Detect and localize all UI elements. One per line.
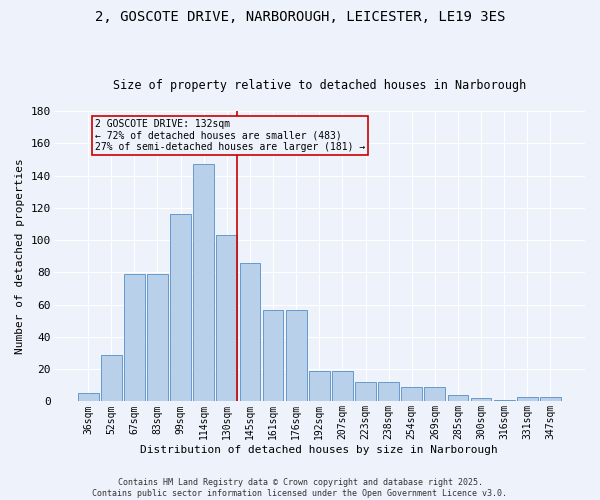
Bar (217, 236, 237, 402)
Bar (332, 371, 353, 402)
Bar (517, 396, 538, 402)
Bar (147, 274, 168, 402)
Bar (286, 310, 307, 402)
Bar (540, 396, 561, 402)
Title: Size of property relative to detached houses in Narborough: Size of property relative to detached ho… (113, 79, 526, 92)
Bar (470, 398, 491, 402)
Bar (78, 394, 98, 402)
Bar (101, 354, 122, 402)
Bar (424, 387, 445, 402)
Bar (193, 164, 214, 402)
Bar (124, 274, 145, 402)
Text: 2, GOSCOTE DRIVE, NARBOROUGH, LEICESTER, LE19 3ES: 2, GOSCOTE DRIVE, NARBOROUGH, LEICESTER,… (95, 10, 505, 24)
Bar (378, 382, 399, 402)
Bar (170, 214, 191, 402)
Y-axis label: Number of detached properties: Number of detached properties (15, 158, 25, 354)
Text: 2 GOSCOTE DRIVE: 132sqm
← 72% of detached houses are smaller (483)
27% of semi-d: 2 GOSCOTE DRIVE: 132sqm ← 72% of detache… (95, 120, 365, 152)
Bar (263, 310, 283, 402)
Bar (355, 382, 376, 402)
X-axis label: Distribution of detached houses by size in Narborough: Distribution of detached houses by size … (140, 445, 498, 455)
Bar (448, 395, 469, 402)
Bar (239, 263, 260, 402)
Bar (309, 371, 329, 402)
Bar (494, 400, 515, 402)
Text: Contains HM Land Registry data © Crown copyright and database right 2025.
Contai: Contains HM Land Registry data © Crown c… (92, 478, 508, 498)
Bar (401, 387, 422, 402)
